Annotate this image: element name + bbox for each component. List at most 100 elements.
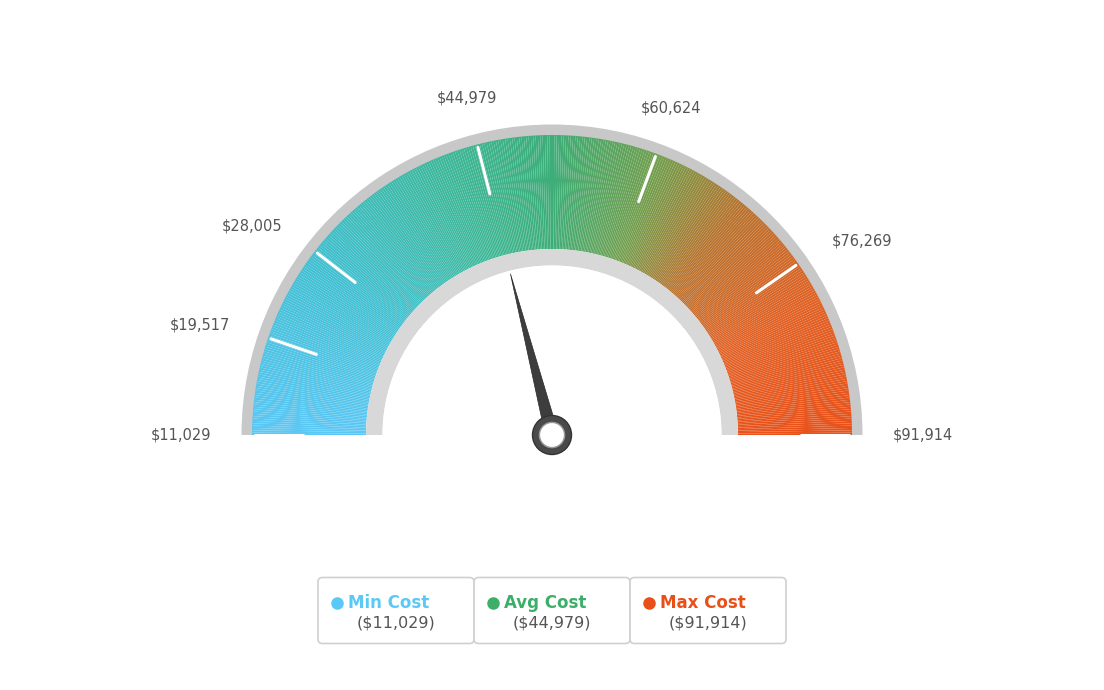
Wedge shape: [437, 157, 482, 263]
Wedge shape: [428, 161, 477, 266]
Wedge shape: [704, 262, 799, 329]
Wedge shape: [715, 290, 816, 346]
Wedge shape: [690, 233, 775, 311]
Wedge shape: [733, 365, 845, 393]
Wedge shape: [660, 191, 729, 284]
Wedge shape: [678, 215, 757, 299]
Wedge shape: [519, 137, 533, 250]
Wedge shape: [475, 144, 506, 255]
Wedge shape: [242, 124, 862, 435]
Wedge shape: [370, 195, 440, 287]
Wedge shape: [724, 320, 830, 365]
Wedge shape: [682, 221, 764, 304]
Wedge shape: [664, 195, 734, 287]
Wedge shape: [540, 135, 546, 249]
Wedge shape: [257, 379, 370, 402]
Wedge shape: [479, 144, 509, 255]
Wedge shape: [312, 253, 404, 324]
Wedge shape: [269, 331, 378, 372]
Wedge shape: [361, 202, 435, 292]
Wedge shape: [498, 139, 520, 252]
Wedge shape: [263, 351, 373, 384]
Wedge shape: [699, 251, 790, 322]
Wedge shape: [496, 140, 519, 253]
Wedge shape: [677, 213, 755, 298]
Wedge shape: [709, 274, 807, 337]
Wedge shape: [290, 286, 391, 344]
Wedge shape: [410, 170, 465, 271]
Circle shape: [532, 415, 572, 455]
Wedge shape: [337, 224, 420, 306]
Wedge shape: [564, 136, 573, 250]
Wedge shape: [679, 216, 760, 300]
Wedge shape: [257, 374, 370, 399]
Wedge shape: [569, 136, 581, 250]
Text: Max Cost: Max Cost: [660, 594, 746, 612]
Wedge shape: [424, 163, 474, 267]
Wedge shape: [708, 270, 804, 334]
Wedge shape: [270, 329, 378, 371]
Wedge shape: [514, 137, 530, 250]
Wedge shape: [667, 199, 740, 290]
Wedge shape: [258, 370, 371, 396]
Wedge shape: [733, 367, 845, 395]
Wedge shape: [491, 141, 516, 253]
Wedge shape: [353, 208, 431, 295]
Wedge shape: [556, 135, 562, 249]
Wedge shape: [731, 351, 841, 384]
Wedge shape: [584, 139, 606, 252]
Wedge shape: [736, 391, 849, 408]
Wedge shape: [687, 228, 771, 308]
Wedge shape: [581, 139, 602, 252]
Wedge shape: [725, 324, 831, 368]
Wedge shape: [631, 164, 682, 267]
Wedge shape: [273, 322, 380, 366]
Wedge shape: [720, 307, 825, 357]
Text: $60,624: $60,624: [640, 101, 701, 116]
Wedge shape: [254, 397, 368, 413]
Wedge shape: [662, 194, 732, 286]
Wedge shape: [457, 150, 495, 259]
Wedge shape: [601, 146, 634, 256]
Wedge shape: [588, 141, 613, 253]
Wedge shape: [614, 152, 654, 260]
Wedge shape: [448, 152, 489, 261]
Wedge shape: [643, 173, 701, 273]
Wedge shape: [468, 146, 501, 257]
Wedge shape: [254, 400, 368, 415]
Wedge shape: [566, 136, 577, 250]
Wedge shape: [380, 188, 446, 283]
Wedge shape: [349, 213, 427, 298]
Wedge shape: [619, 155, 662, 262]
FancyBboxPatch shape: [318, 578, 474, 644]
Wedge shape: [523, 136, 535, 250]
Wedge shape: [575, 137, 592, 250]
Wedge shape: [700, 253, 792, 324]
Wedge shape: [364, 199, 437, 290]
Wedge shape: [510, 138, 528, 251]
Wedge shape: [618, 155, 660, 262]
Wedge shape: [355, 207, 432, 295]
Wedge shape: [735, 381, 848, 403]
Wedge shape: [323, 238, 412, 314]
Wedge shape: [302, 266, 399, 332]
Wedge shape: [593, 142, 619, 254]
Wedge shape: [713, 284, 813, 343]
Wedge shape: [650, 181, 713, 278]
Wedge shape: [256, 384, 369, 404]
Wedge shape: [517, 137, 532, 250]
Wedge shape: [711, 278, 809, 339]
Wedge shape: [713, 286, 814, 344]
Text: $76,269: $76,269: [831, 233, 892, 248]
Wedge shape: [529, 136, 539, 250]
Wedge shape: [684, 224, 767, 306]
Polygon shape: [510, 274, 559, 437]
Wedge shape: [578, 138, 596, 251]
Wedge shape: [571, 137, 585, 250]
Wedge shape: [611, 150, 649, 259]
Wedge shape: [703, 261, 797, 328]
Wedge shape: [598, 144, 629, 255]
Wedge shape: [730, 349, 840, 383]
Wedge shape: [453, 151, 491, 259]
Wedge shape: [442, 155, 485, 262]
